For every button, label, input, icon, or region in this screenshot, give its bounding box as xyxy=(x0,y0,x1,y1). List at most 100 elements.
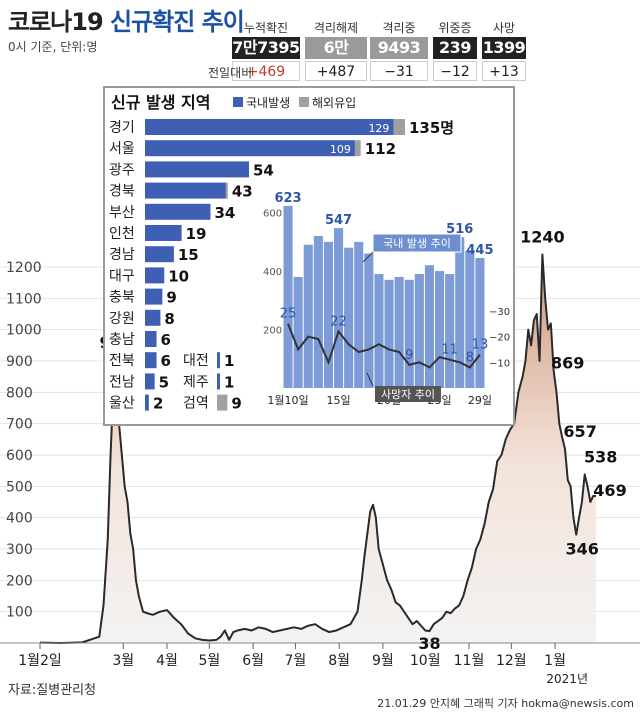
region-name: 인천 xyxy=(109,226,135,242)
inset-death-tag-bg xyxy=(375,386,441,402)
region-name: 검역 xyxy=(183,396,209,412)
inset-bar-label: 623 xyxy=(274,191,301,206)
legend-domestic: 국내발생 xyxy=(246,96,290,110)
inset-bar xyxy=(313,236,323,388)
y-tick-label: 100 xyxy=(6,605,33,621)
bar-right xyxy=(217,373,220,390)
bar-domestic xyxy=(145,267,165,284)
bar-domestic xyxy=(145,119,394,135)
bar-overseas xyxy=(225,182,228,199)
y-tick-label: 1000 xyxy=(6,323,42,339)
region-name: 경기 xyxy=(109,120,135,136)
region-name: 대구 xyxy=(109,268,135,284)
bar-right xyxy=(217,352,220,369)
regional-panel: 신규 발생 지역 국내발생 해외유입 경기 129 135명 서울 109 112 광주 54 경북 4… xyxy=(103,86,515,426)
inset-bar xyxy=(344,247,354,388)
inset-death-label: 9 xyxy=(405,348,413,363)
y-tick-label: 800 xyxy=(6,385,33,401)
inset-bar-tag: 국내 발생 추이 xyxy=(383,237,451,250)
bar-value-label: 6 xyxy=(161,331,171,349)
y-tick-label: 600 xyxy=(6,448,33,464)
legend-swatch-domestic xyxy=(233,97,243,107)
y-tick-label: 1200 xyxy=(6,260,42,276)
bar-value-label: 54 xyxy=(253,161,274,179)
y-tick-label: 700 xyxy=(6,417,33,433)
title-highlight: 신규확진 추이 xyxy=(110,8,245,36)
bar-inner-label: 109 xyxy=(330,143,351,156)
region-name: 부산 xyxy=(109,205,135,221)
inset-death-tag-leader xyxy=(366,372,374,387)
bar-domestic xyxy=(145,331,157,347)
bar-value-label: 9 xyxy=(231,395,241,413)
inset-bar xyxy=(303,244,313,388)
inset-y-tick: 400 xyxy=(263,267,282,278)
page-title: 코로나19 신규확진 추이 xyxy=(8,2,245,37)
bar-value-label: 10 xyxy=(168,267,189,285)
stat-diff: +13 xyxy=(482,61,526,81)
x-tick-label: 1월 xyxy=(544,653,566,669)
area-fill xyxy=(40,254,596,643)
data-label: 346 xyxy=(566,540,599,559)
inset-right-tick: −20 xyxy=(489,333,510,344)
inset-right-tick: −10 xyxy=(489,358,510,369)
inset-bar xyxy=(465,250,475,388)
inset-bar xyxy=(293,276,303,388)
subtitle: 0시 기준, 단위:명 xyxy=(8,40,98,54)
region-name: 대전 xyxy=(183,353,209,369)
data-label: 657 xyxy=(563,422,596,441)
inset-death-label: 22 xyxy=(330,314,347,329)
inset-right-tick: −30 xyxy=(489,307,510,318)
x-tick-label: 1월2일 xyxy=(18,653,62,669)
regional-title: 신규 발생 지역 xyxy=(111,93,210,112)
y-tick-label: 900 xyxy=(6,354,33,370)
stat-label: 위중증 xyxy=(438,21,472,35)
inset-bar xyxy=(374,274,384,388)
region-name: 전북 xyxy=(109,353,135,369)
bar-value-label: 34 xyxy=(214,204,235,222)
x-tick-label: 8월 xyxy=(328,653,350,669)
bar-domestic xyxy=(145,309,161,326)
region-name: 충북 xyxy=(109,290,135,306)
bar-domestic xyxy=(145,161,249,178)
region-name: 경북 xyxy=(109,184,135,200)
bar-value-label: 1 xyxy=(224,373,234,391)
x-tick-label: 11월 xyxy=(454,653,485,669)
x-tick-label: 9월 xyxy=(372,653,394,669)
region-name: 광주 xyxy=(109,162,135,178)
stat-diff: +487 xyxy=(305,61,367,81)
bar-overseas xyxy=(393,119,405,135)
inset-y-tick: 200 xyxy=(263,326,282,337)
inset-x-tick: 1월10일 xyxy=(267,393,308,407)
inset-death-label: 25 xyxy=(280,307,297,322)
bar-value-label: 9 xyxy=(166,289,176,307)
inset-x-tick: 15일 xyxy=(326,393,350,407)
region-name: 전남 xyxy=(109,374,135,390)
inset-bar xyxy=(323,241,333,388)
bar-value-label: 5 xyxy=(159,373,169,391)
region-name: 경남 xyxy=(109,247,135,263)
stat-diff: −12 xyxy=(433,61,477,81)
stat-value: 1399 xyxy=(482,37,526,59)
inset-bar xyxy=(364,253,374,388)
inset-death-label: 11 xyxy=(441,343,458,358)
inset-bar-label: 445 xyxy=(466,243,493,258)
inset-death-label: 13 xyxy=(472,338,489,353)
data-label: 1240 xyxy=(520,227,565,246)
x-tick-label: 7월 xyxy=(285,653,307,669)
inset-bar-tag-bg xyxy=(372,233,462,253)
y-tick-label: 400 xyxy=(6,511,33,527)
stat-value: 7만7395 xyxy=(232,37,300,59)
stat-diff: +469 xyxy=(232,61,300,81)
region-name: 제주 xyxy=(183,374,209,390)
stat-label: 격리해제 xyxy=(313,21,359,35)
bar-value-label: 2 xyxy=(153,395,163,413)
bar-value-label: 8 xyxy=(164,310,174,328)
inset-bar xyxy=(283,205,293,388)
inset-death-line xyxy=(287,323,481,369)
inset-bar xyxy=(394,276,404,388)
inset-bar xyxy=(455,237,465,388)
bar-inner-label: 129 xyxy=(368,122,389,135)
diff-label: 전일대비 xyxy=(208,66,253,80)
inset-bar xyxy=(414,274,424,388)
stat-label: 사망 xyxy=(492,21,516,35)
